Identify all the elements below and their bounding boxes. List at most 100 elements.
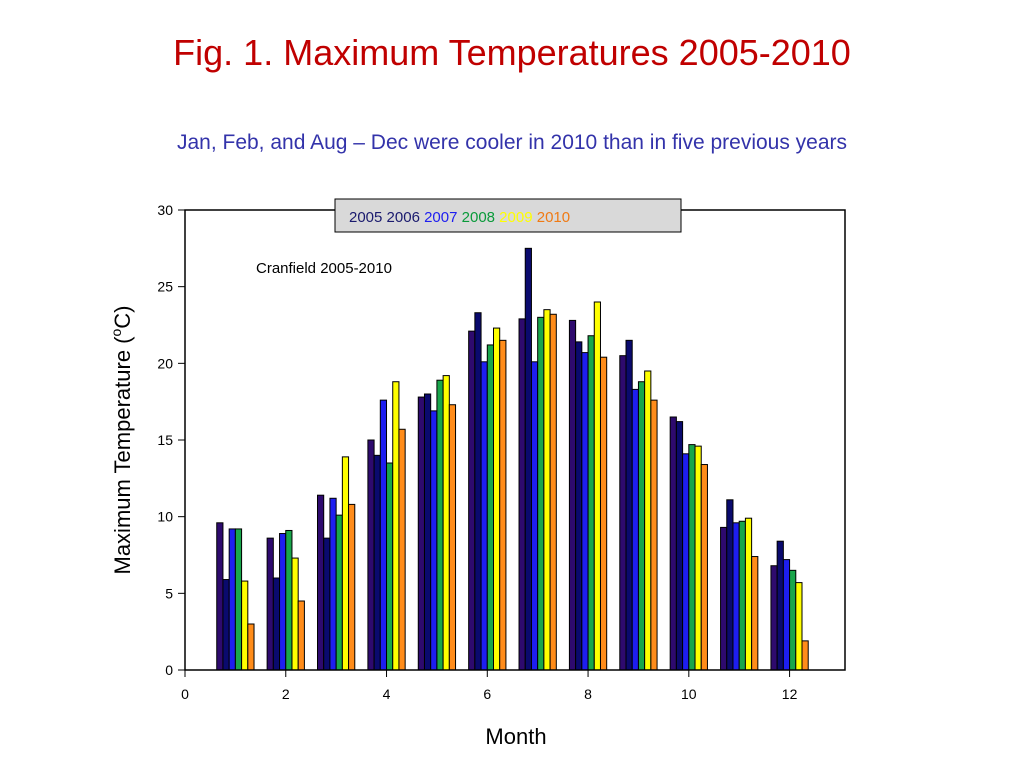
y-tick-label: 5: [165, 585, 173, 601]
bar-2005-month-8: [568, 319, 577, 671]
bar-2009-month-7: [543, 309, 551, 671]
legend-entry-2007: 2007: [420, 209, 458, 226]
bar-2010-month-1: [247, 623, 255, 671]
legend-entries: 2005 2006 2007 2008 2009 2010: [349, 209, 570, 226]
x-axis-title: Month: [485, 724, 546, 749]
bar-2010-month-9: [650, 399, 658, 671]
legend-entry-2010: 2010: [533, 209, 571, 226]
bar-2009-month-5: [442, 375, 450, 671]
bar-2010-month-4: [398, 428, 406, 671]
bar-2009-month-11: [744, 517, 753, 671]
legend-entry-2005: 2005: [349, 209, 382, 226]
bar-2010-month-10: [700, 464, 708, 671]
bar-2009-month-2: [291, 557, 299, 671]
bar-2009-month-4: [392, 381, 400, 671]
x-tick-label: 8: [584, 686, 592, 702]
legend-entry-2008: 2008: [457, 209, 495, 226]
bar-2009-month-1: [241, 580, 249, 671]
bar-2006-month-9: [625, 339, 633, 671]
bar-2005-month-1: [216, 522, 224, 671]
bar-2007-month-11: [732, 522, 740, 671]
bar-2009-month-10: [694, 445, 702, 671]
y-tick-label: 25: [157, 279, 173, 295]
bar-2005-month-12: [770, 565, 778, 671]
bar-2010-month-11: [751, 556, 759, 671]
y-tick-label: 30: [157, 202, 173, 218]
x-tick-label: 12: [782, 686, 798, 702]
y-axis-title-superscript: o: [108, 329, 124, 337]
x-tick-label: 10: [681, 686, 697, 702]
bar-2005-month-2: [266, 537, 274, 671]
bar-2007-month-9: [631, 388, 639, 671]
bar-2007-month-10: [682, 453, 690, 671]
bar-2009-month-12: [795, 582, 803, 671]
x-tick-label: 2: [282, 686, 290, 702]
y-axis-title: Maximum Temperature (oC): [108, 305, 135, 574]
bar-2009-month-6: [493, 327, 501, 671]
bar-2008-month-3: [335, 514, 343, 671]
bar-2007-month-3: [329, 497, 337, 671]
bar-2005-month-11: [720, 526, 728, 671]
bar-2008-month-5: [436, 379, 444, 671]
figure-title: Fig. 1. Maximum Temperatures 2005-2010: [173, 32, 851, 73]
y-axis-title-prefix: Maximum Temperature (: [110, 336, 135, 575]
bar-2008-month-4: [386, 462, 394, 671]
bar-2010-month-8: [599, 356, 608, 671]
bar-2007-month-7: [530, 361, 539, 671]
bar-2007-month-2: [279, 533, 287, 671]
bar-2008-month-9: [637, 381, 646, 671]
bar-2008-month-11: [738, 520, 746, 671]
bar-2005-month-7: [518, 318, 526, 671]
bar-2010-month-7: [549, 313, 557, 671]
bar-2009-month-9: [644, 370, 652, 671]
x-tick-label: 4: [383, 686, 391, 702]
bar-2008-month-12: [789, 569, 797, 671]
bar-2005-month-6: [468, 330, 476, 671]
bar-2007-month-6: [480, 361, 488, 671]
legend: 2005 2006 2007 2008 2009 2010: [334, 198, 682, 233]
bar-group: [216, 247, 809, 671]
bar-2010-month-5: [448, 404, 457, 671]
bar-2006-month-10: [675, 421, 684, 671]
bar-2008-month-6: [486, 344, 495, 671]
bar-2006-month-7: [524, 247, 532, 671]
bar-2009-month-8: [593, 301, 601, 671]
bar-2005-month-9: [619, 355, 627, 671]
legend-entry-2006: 2006: [382, 209, 420, 226]
y-axis-title-suffix: C): [110, 305, 135, 328]
bar-2005-month-4: [367, 439, 375, 671]
bar-2006-month-3: [323, 537, 331, 671]
bar-2006-month-2: [272, 577, 281, 671]
bar-2010-month-3: [348, 503, 356, 671]
bar-2010-month-12: [801, 640, 809, 671]
legend-box: [334, 198, 682, 233]
bar-2010-month-2: [297, 600, 305, 671]
bar-2005-month-10: [669, 416, 677, 671]
bar-2008-month-7: [537, 316, 545, 671]
bar-2006-month-11: [726, 499, 734, 671]
bar-2006-month-12: [776, 540, 784, 671]
bar-2008-month-1: [234, 528, 243, 671]
y-tick-label: 20: [157, 355, 173, 371]
chart-annotation: Cranfield 2005-2010: [256, 260, 392, 277]
bar-2005-month-3: [317, 494, 325, 671]
bar-2007-month-8: [581, 352, 589, 671]
y-tick-label: 10: [157, 509, 173, 525]
bar-2007-month-12: [782, 559, 791, 671]
x-tick-label: 0: [181, 686, 189, 702]
bar-2006-month-4: [373, 454, 381, 671]
bar-2008-month-10: [688, 444, 696, 671]
bar-2006-month-5: [423, 393, 432, 671]
y-tick-label: 15: [157, 432, 173, 448]
x-tick-label: 6: [483, 686, 491, 702]
bar-2006-month-6: [474, 312, 482, 671]
bar-2007-month-1: [228, 528, 236, 671]
bar-2009-month-3: [341, 456, 350, 671]
bar-2007-month-4: [379, 399, 388, 671]
figure-subtitle: Jan, Feb, and Aug – Dec were cooler in 2…: [176, 131, 848, 154]
bar-2006-month-1: [222, 579, 230, 671]
bar-2005-month-5: [417, 396, 425, 671]
axis-ticks: 0 2 4 6 8 10 12 0 5 10 15 20 25 30: [157, 202, 797, 702]
y-tick-label: 0: [165, 662, 173, 678]
